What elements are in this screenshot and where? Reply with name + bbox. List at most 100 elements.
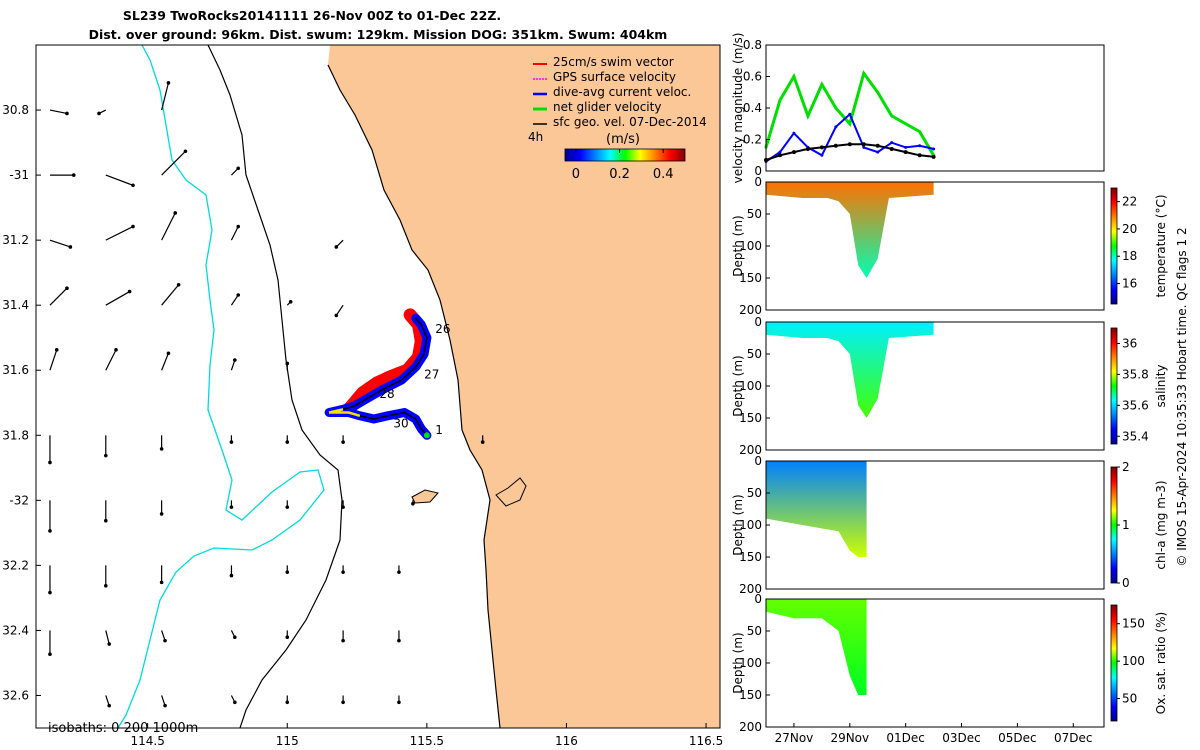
sfc-vector-head <box>285 635 290 640</box>
sfc-vector-head <box>107 642 111 646</box>
velocity-point <box>889 146 894 151</box>
velocity-point <box>834 106 838 110</box>
sfc-vector <box>230 358 237 371</box>
rottnest-island <box>411 489 439 504</box>
gps-velocity-track <box>328 408 361 417</box>
lat-tick-label: 32.2 <box>2 558 29 572</box>
sfc-vector-head <box>65 286 69 290</box>
velocity-ytick-label: 0.6 <box>743 70 762 84</box>
day-marker-label: 1 <box>435 423 443 437</box>
sfc-vector-head <box>48 652 52 657</box>
sfc-vector <box>105 348 118 371</box>
sfc-vector-head <box>65 111 69 116</box>
velocity-point <box>890 141 894 145</box>
velocity-point <box>917 153 922 158</box>
sfc-vector <box>159 500 164 516</box>
depth-tick-label: 150 <box>739 411 762 425</box>
sfc-vector-head <box>71 173 76 177</box>
sfc-vector-head <box>233 635 237 640</box>
temperature-background <box>766 182 1104 310</box>
colorbar-tick-label: 2 <box>1122 460 1130 474</box>
isobaths-label: isobaths: 0 200 1000m <box>48 721 198 736</box>
sfc-vector <box>161 81 171 111</box>
temperature-panel: 0 50 100 150 200 Depth (m) 16 18 20 22 temperature… <box>731 175 1168 317</box>
velocity-point <box>834 125 838 129</box>
sfc-vector <box>97 109 107 116</box>
depth-tick-label: 200 <box>739 720 762 734</box>
velocity-point <box>792 75 796 78</box>
sfc-vector-head <box>285 570 290 574</box>
sfc-vector <box>229 435 234 444</box>
velocity-point <box>819 145 824 150</box>
sfc-vector <box>411 500 415 506</box>
velocity-point <box>862 145 866 149</box>
colorbar-tick-label: 0.4 <box>653 167 674 182</box>
oxygen-section-fill <box>766 599 867 695</box>
velocity-point <box>777 153 782 158</box>
sfc-vector-shaft <box>49 239 71 248</box>
sfc-vector <box>231 166 241 176</box>
velocity-point <box>820 153 824 157</box>
sfc-vector-head <box>103 583 108 588</box>
velocity-point <box>820 82 824 86</box>
time-tick-label: 05Dec <box>998 731 1037 745</box>
sfc-vector-shaft <box>105 174 134 186</box>
sfc-vector <box>49 239 73 249</box>
colorbar-units: (m/s) <box>606 132 640 147</box>
sfc-vector <box>480 435 485 444</box>
salinity-panel: 0 50 100 150 200 Depth (m) 35.4 35.6 35.8 36 salin… <box>731 315 1168 457</box>
sfc-vector <box>161 351 171 371</box>
depth-tick-label: 100 <box>739 239 762 253</box>
sfc-vector <box>49 348 59 371</box>
depth-tick-label: 150 <box>739 550 762 564</box>
sfc-vector-shaft <box>105 630 110 645</box>
lat-tick-label: 31.4 <box>2 298 29 312</box>
sfc-vector-head <box>68 245 73 249</box>
depth-tick-label: 50 <box>747 347 762 361</box>
sfc-vector-shaft <box>161 353 169 371</box>
lat-tick-label: 32.6 <box>2 688 29 702</box>
velocity-point <box>918 144 922 148</box>
isobath-200m <box>117 45 325 728</box>
salinity-background <box>766 322 1104 450</box>
velocity-point <box>904 122 908 126</box>
sfc-vector-shaft <box>105 291 130 306</box>
legend-swim: 25cm/s swim vector <box>533 55 674 69</box>
day-marker-label: 26 <box>435 322 450 336</box>
depth-tick-label: 0 <box>754 315 762 329</box>
sfc-vector <box>285 500 290 509</box>
isobath-1000m <box>207 45 343 728</box>
chl-a-section-fill <box>766 461 867 557</box>
sfc-vector-head <box>48 529 52 533</box>
sfc-vector-shaft <box>335 304 344 316</box>
sfc-vector <box>397 630 401 643</box>
lat-tick-label: -31 <box>9 168 29 182</box>
sfc-vector-shaft <box>49 349 58 371</box>
lat-tick-label: 31.6 <box>2 363 29 377</box>
sfc-vector <box>159 565 164 585</box>
sfc-vector-head <box>334 245 339 249</box>
depth-tick-label: 200 <box>739 582 762 596</box>
oxygen-ylabel: Depth (m) <box>731 632 745 693</box>
time-tick-label: 07Dec <box>1054 731 1093 745</box>
sfc-vector-head <box>166 81 171 85</box>
velocity-ytick-label: 0.8 <box>743 38 762 52</box>
sfc-vector-head <box>480 440 485 444</box>
time-tick-label: 27Nov <box>775 731 814 745</box>
depth-tick-label: 150 <box>739 688 762 702</box>
depth-tick-label: 0 <box>754 175 762 189</box>
depth-tick-label: 50 <box>747 486 762 500</box>
depth-tick-label: 0 <box>754 592 762 606</box>
map-frame <box>35 44 721 729</box>
velocity-point <box>778 98 782 102</box>
coastline <box>327 64 501 728</box>
sfc-vector <box>161 211 178 241</box>
sfc-vector-head <box>285 700 290 705</box>
sfc-vector <box>159 435 164 451</box>
chl-a-colorbar <box>1110 466 1118 584</box>
velocity-series <box>764 70 936 164</box>
lon-tick-label: 115 <box>276 734 299 748</box>
sfc-vector-head <box>341 505 345 509</box>
sfc-vector-head <box>411 501 415 506</box>
